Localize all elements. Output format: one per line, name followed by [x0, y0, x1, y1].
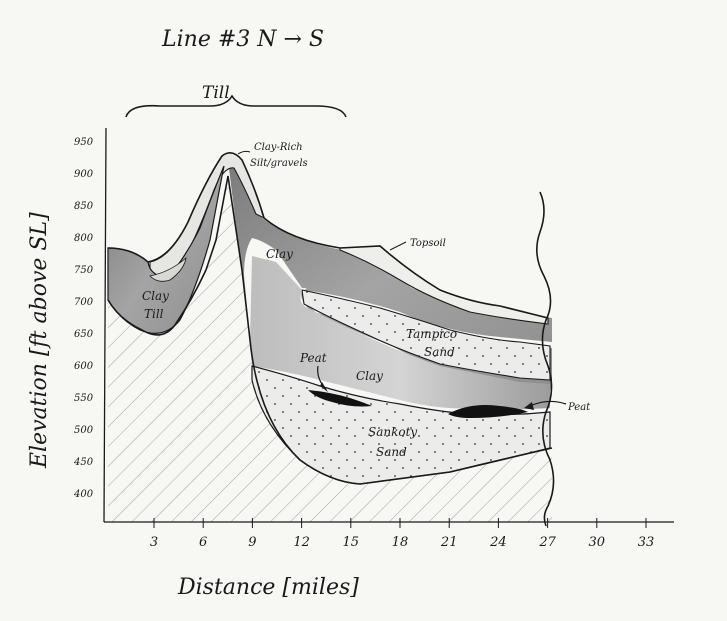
- peat-right-arrowhead: [524, 402, 534, 410]
- x-tick-label: 18: [392, 535, 409, 550]
- till-brace: [125, 94, 347, 118]
- label-sankoty-1: Sankoty: [368, 425, 417, 439]
- label-clay-upper: Clay: [266, 247, 293, 261]
- label-clay-till-1: Clay: [142, 289, 169, 303]
- label-clay-till-2: Till: [144, 307, 164, 321]
- ground-surface-line: [107, 152, 549, 319]
- label-peat-left: Peat: [299, 351, 327, 365]
- y-tick-label: 950: [74, 137, 94, 148]
- label-topsoil: Topsoil: [410, 238, 446, 249]
- till-label: Till: [202, 83, 230, 103]
- label-clay-rich-1: Clay-Rich: [254, 142, 303, 153]
- peat-left-arrowhead: [320, 382, 328, 392]
- y-tick-label: 500: [74, 425, 94, 436]
- peat-lens-right: [448, 405, 528, 418]
- clay-upper-layer: [228, 155, 552, 390]
- peat-right-arrow: [529, 400, 567, 407]
- section-break-line: [536, 191, 555, 527]
- clay-middle-layer: [250, 256, 550, 410]
- x-ticks: 3 6 9 12 15 18 21 24 27 30 33: [150, 518, 654, 550]
- x-tick-label: 27: [538, 535, 556, 550]
- label-sankoty-2: Sand: [376, 445, 407, 459]
- x-tick-label: 6: [199, 535, 207, 550]
- label-tampico-1: Tampico: [406, 327, 457, 341]
- y-tick-label: 850: [74, 201, 94, 212]
- x-axis-title: Distance [miles]: [177, 575, 359, 600]
- x-tick-label: 3: [150, 535, 158, 550]
- label-clay-middle: Clay: [356, 369, 383, 383]
- page-title: Line #3 N → S: [161, 27, 324, 52]
- y-tick-label: 800: [74, 233, 94, 244]
- bedrock-hatch: [108, 176, 552, 522]
- y-axis-title: Elevation [ft above SL]: [27, 212, 52, 469]
- y-tick-label: 600: [74, 361, 94, 372]
- y-tick-label: 450: [73, 457, 94, 468]
- peat-lens-left: [308, 390, 372, 407]
- clay-till-inner: [149, 256, 187, 282]
- label-clay-rich-2: Silt/gravels: [250, 158, 308, 169]
- x-tick-label: 24: [489, 535, 507, 550]
- y-tick-label: 700: [74, 297, 94, 308]
- y-axis-line: [103, 127, 107, 523]
- bedrock-contact-line: [107, 175, 553, 485]
- y-tick-label: 550: [74, 393, 94, 404]
- x-tick-label: 15: [343, 535, 360, 550]
- label-tampico-2: Sand: [424, 345, 455, 359]
- x-tick-label: 30: [589, 535, 606, 550]
- y-tick-label: 750: [74, 265, 94, 276]
- x-tick-label: 12: [293, 535, 310, 550]
- x-tick-label: 33: [638, 535, 655, 550]
- topsoil-pointer: [389, 241, 407, 251]
- label-peat-right: Peat: [567, 402, 591, 413]
- y-tick-label: 400: [73, 489, 94, 500]
- clay-rich-pointer: [237, 150, 251, 155]
- x-tick-label: 9: [248, 535, 256, 550]
- y-tick-label: 900: [74, 169, 94, 180]
- y-ticks: 950 900 850 800 750 700 650 600 550 500 450 400: [73, 137, 94, 500]
- x-tick-label: 21: [440, 535, 458, 550]
- y-tick-label: 650: [74, 329, 94, 340]
